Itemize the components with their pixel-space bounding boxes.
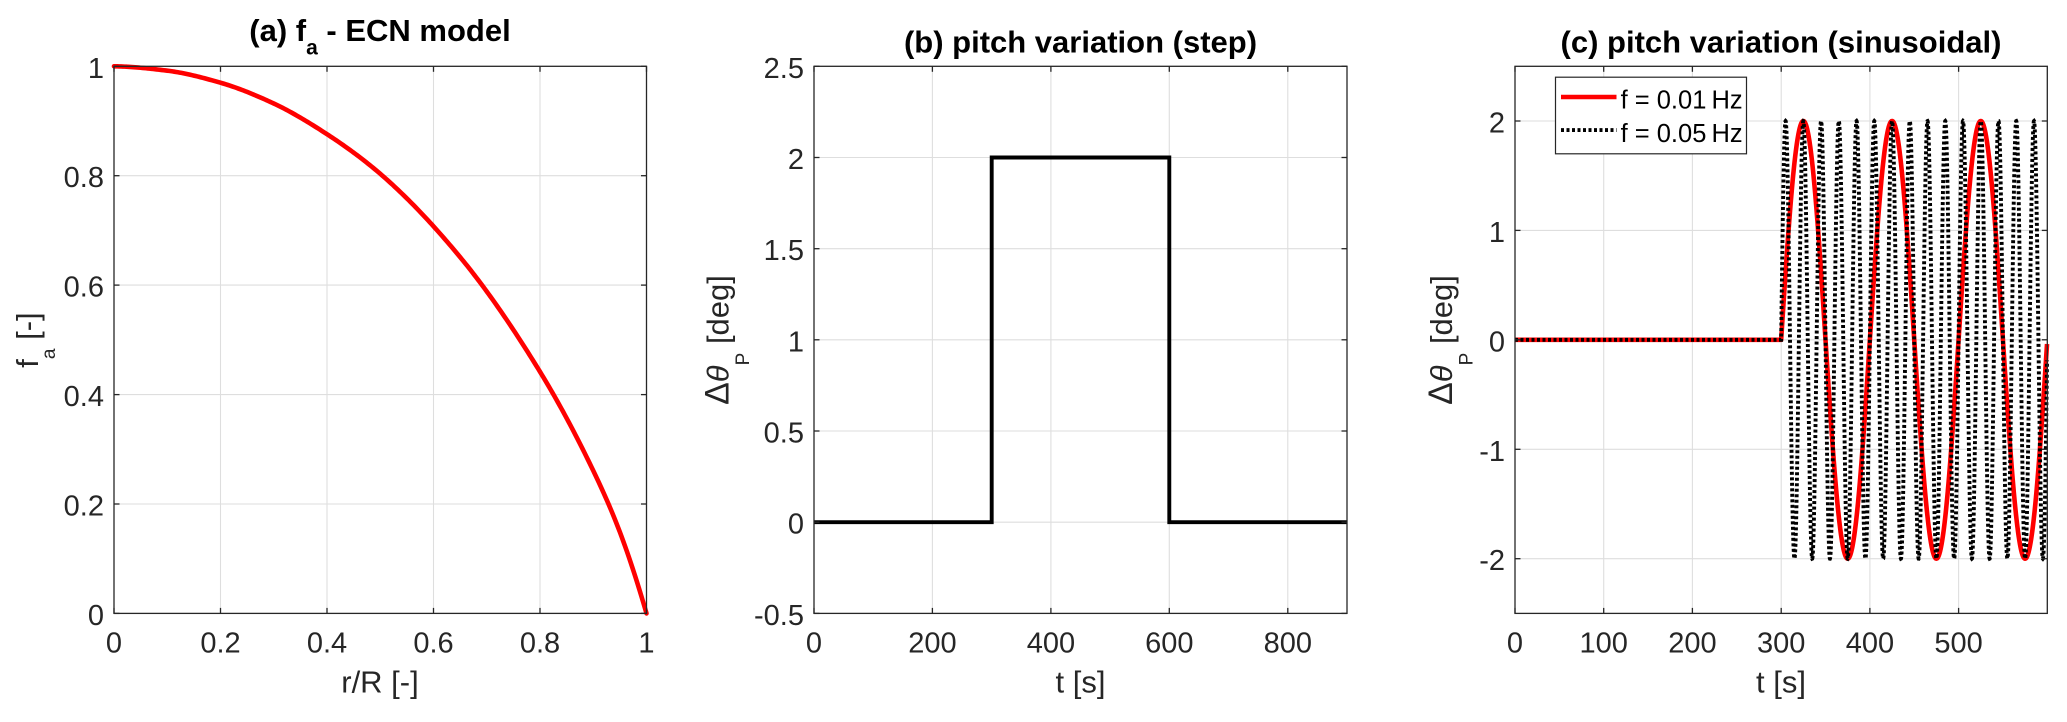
svg-text:0: 0: [88, 600, 104, 632]
svg-text:600: 600: [1145, 628, 1193, 660]
svg-text:0.6: 0.6: [64, 272, 104, 304]
svg-text:-2: -2: [1479, 545, 1505, 577]
svg-text:(b) pitch variation (step): (b) pitch variation (step): [904, 24, 1257, 59]
svg-text:1.5: 1.5: [764, 235, 804, 267]
svg-text:0: 0: [106, 628, 122, 660]
svg-text:400: 400: [1027, 628, 1075, 660]
svg-text:1: 1: [788, 326, 804, 358]
svg-text:r/R [-]: r/R [-]: [341, 665, 419, 700]
svg-text:0.4: 0.4: [64, 381, 104, 413]
svg-text:0: 0: [1489, 326, 1505, 358]
svg-text:t [s]: t [s]: [1756, 665, 1806, 700]
svg-text:2: 2: [1489, 108, 1505, 140]
svg-text:-0.5: -0.5: [754, 600, 804, 632]
svg-text:f = 0.05 Hz: f = 0.05 Hz: [1621, 120, 1743, 148]
svg-text:1: 1: [88, 53, 104, 85]
svg-text:2.5: 2.5: [764, 53, 804, 85]
svg-text:1: 1: [1489, 217, 1505, 249]
svg-text:0: 0: [806, 628, 822, 660]
svg-text:0.8: 0.8: [520, 628, 560, 660]
svg-text:0: 0: [1507, 628, 1523, 660]
svg-text:(c) pitch variation (sinusoida: (c) pitch variation (sinusoidal): [1561, 24, 2002, 59]
svg-text:(a) fa - ECN model: (a) fa - ECN model: [249, 13, 510, 60]
svg-text:0.8: 0.8: [64, 162, 104, 194]
svg-text:200: 200: [908, 628, 956, 660]
svg-text:400: 400: [1846, 628, 1894, 660]
svg-text:0: 0: [788, 509, 804, 541]
svg-text:500: 500: [1934, 628, 1982, 660]
svg-text:800: 800: [1264, 628, 1312, 660]
svg-text:f = 0.01 Hz: f = 0.01 Hz: [1621, 87, 1743, 115]
svg-text:2: 2: [788, 144, 804, 176]
svg-text:0.5: 0.5: [764, 418, 804, 450]
svg-text:0.2: 0.2: [200, 628, 240, 660]
svg-text:0.4: 0.4: [307, 628, 347, 660]
svg-text:-1: -1: [1479, 436, 1505, 468]
svg-text:0.2: 0.2: [64, 491, 104, 523]
svg-text:300: 300: [1757, 628, 1805, 660]
svg-text:ΔθP [deg]: ΔθP [deg]: [1422, 275, 1478, 405]
svg-text:1: 1: [638, 628, 654, 660]
svg-text:t [s]: t [s]: [1056, 665, 1106, 700]
svg-text:ΔθP [deg]: ΔθP [deg]: [699, 275, 755, 405]
svg-text:100: 100: [1580, 628, 1628, 660]
svg-text:0.6: 0.6: [413, 628, 453, 660]
svg-text:200: 200: [1668, 628, 1716, 660]
